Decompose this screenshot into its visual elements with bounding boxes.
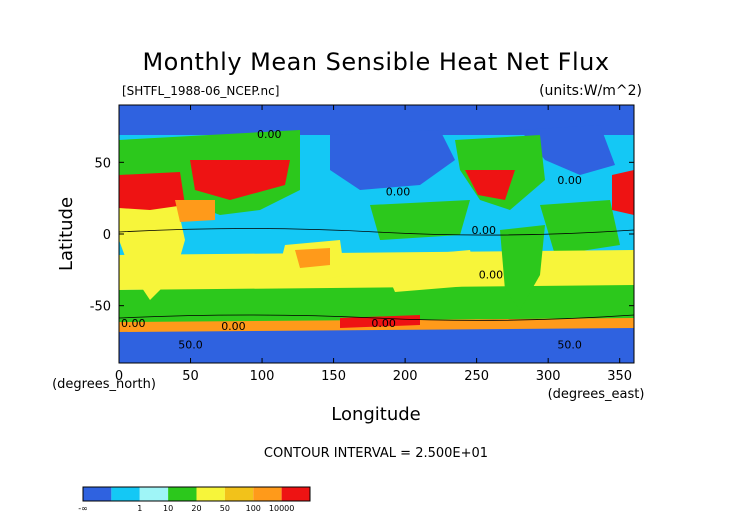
y-axis: -50 0 50 (90, 156, 634, 315)
contour-label: 0.00 (257, 128, 282, 141)
contour-label: 0.00 (121, 317, 146, 330)
x-tick-label: 300 (536, 369, 561, 384)
zero-contour-south (118, 314, 635, 321)
tropical-green-atlantic (540, 200, 620, 255)
australia-orange (295, 248, 330, 268)
x-axis-label: Longitude (331, 404, 421, 425)
contour-label: 0.00 (479, 268, 504, 281)
tropical-green-east (370, 200, 470, 240)
south-america-land (500, 225, 545, 310)
contour-label: 0.00 (386, 185, 411, 198)
y-unit-note: (degrees_north) (52, 377, 156, 392)
x-tick-label: 150 (321, 369, 346, 384)
colorbar-tick-label: 100 (246, 504, 261, 513)
x-tick-label: 0 (115, 369, 123, 384)
colorbar-tick-label: 10000 (269, 504, 294, 513)
contour-label: 0.00 (371, 317, 396, 330)
y-axis-label: Latitude (56, 197, 77, 271)
colorbar-swatch (111, 487, 140, 501)
colorbar-swatch (196, 487, 225, 501)
central-asia-hotspot (190, 160, 290, 200)
contour-label: 0.00 (221, 320, 246, 333)
south-pacific-yellow (380, 250, 480, 292)
y-tick-label: 0 (103, 228, 111, 243)
heatmap-map: 0.00 0.00 0.00 0.00 0.00 0.00 0.00 50.0 50.0 0.00 (118, 104, 635, 364)
arabia-orange (175, 200, 215, 222)
x-tick-label: 250 (464, 369, 489, 384)
colorbar-swatch (83, 487, 112, 501)
chart-title: Monthly Mean Sensible Heat Net Flux (142, 48, 609, 76)
file-label: [SHTFL_1988-06_NCEP.nc] (122, 84, 279, 98)
antarctic-coast-hot (340, 315, 420, 328)
x-tick-label: 200 (393, 369, 418, 384)
sahara-hotspot (119, 172, 185, 210)
colorbar-frame (82, 486, 311, 502)
units-label: (units:W/m^2) (539, 83, 642, 99)
south-yellow-belt (119, 250, 634, 290)
contour-labels: 0.00 0.00 0.00 0.00 0.00 0.00 0.00 50.0 50.0 0.00 (121, 128, 582, 352)
colorbar-tick-label: 10 (163, 504, 173, 513)
colorbar-tick-label: 50 (220, 504, 230, 513)
colorbar-swatch (281, 487, 310, 501)
x-axis: 0 50 100 150 200 250 300 350 (115, 105, 632, 384)
colorbar: -∞ 1 10 20 50 100 10000 (78, 486, 311, 513)
colorbar-swatch (253, 487, 282, 501)
contour-interval-label: CONTOUR INTERVAL = 2.500E+01 (264, 446, 488, 461)
y-tick-label: -50 (90, 300, 111, 315)
colorbar-swatch (139, 487, 169, 501)
contour-label: 0.00 (557, 174, 582, 187)
contour-label: 50.0 (557, 339, 582, 352)
southern-green-belt (119, 280, 634, 325)
colorbar-tick-label: 1 (137, 504, 142, 513)
colorbar-swatch (168, 487, 197, 501)
x-unit-note: (degrees_east) (548, 387, 645, 402)
colorbar-swatch (224, 487, 254, 501)
contour-label: 50.0 (178, 339, 203, 352)
north-pacific-patch (330, 130, 455, 190)
colorbar-tick-label: 20 (191, 504, 201, 513)
north-america-hot (465, 170, 515, 200)
contour-label: 0.00 (472, 224, 497, 237)
africa-land (119, 195, 185, 300)
north-atlantic-patch (520, 125, 615, 175)
x-tick-label: 50 (182, 369, 199, 384)
x-tick-label: 100 (250, 369, 275, 384)
x-tick-label: 350 (607, 369, 632, 384)
iberia-hotspot (612, 170, 634, 215)
y-tick-label: 50 (94, 156, 111, 171)
zero-contour-tropics (118, 228, 635, 236)
colorbar-tick-label: -∞ (78, 504, 88, 513)
